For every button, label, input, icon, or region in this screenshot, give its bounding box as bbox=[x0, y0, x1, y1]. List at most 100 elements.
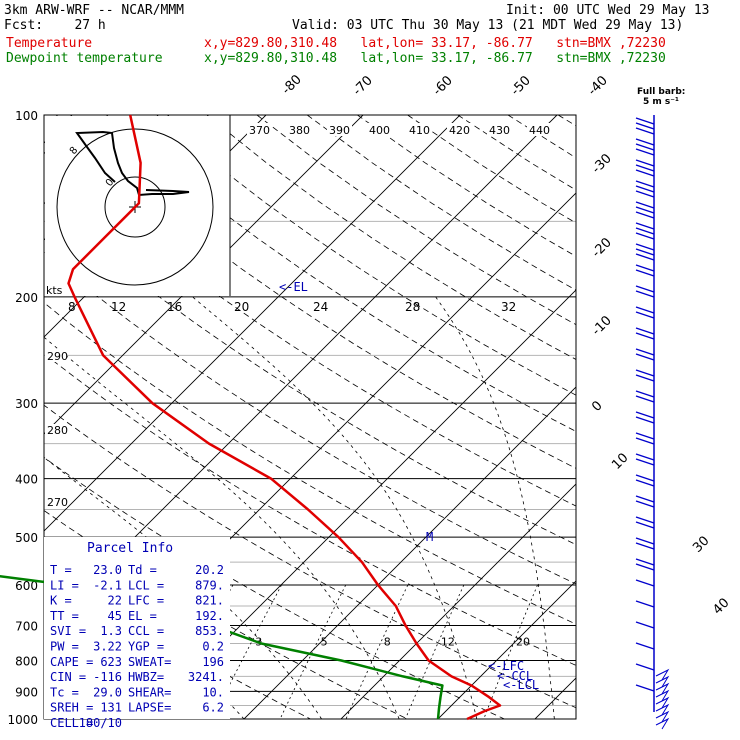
parcel-info-cell: 3241. bbox=[188, 670, 224, 684]
parcel-info-panel bbox=[44, 537, 230, 719]
wind-barb bbox=[635, 369, 655, 377]
parcel-info-cell: LFC = bbox=[128, 594, 164, 608]
hodograph-ring-label: 24 bbox=[313, 300, 328, 314]
theta-label-bg bbox=[367, 123, 392, 136]
dry-adiabat bbox=[407, 115, 576, 224]
hodograph-ring-label: 16 bbox=[167, 300, 182, 314]
isotherm-label: -80 bbox=[279, 72, 305, 98]
parcel-info-cell: CELL = bbox=[50, 716, 93, 730]
wind-barb-low bbox=[655, 703, 670, 716]
wind-barb bbox=[635, 180, 655, 188]
pressure-label: 500 bbox=[15, 531, 38, 545]
pressure-label: 300 bbox=[15, 397, 38, 411]
theta-e-label: 420 bbox=[449, 124, 470, 137]
parcel-info-cell: EL = bbox=[128, 609, 157, 623]
wind-barb bbox=[635, 642, 655, 650]
pressure-label: 800 bbox=[15, 655, 38, 669]
wind-barb bbox=[635, 159, 655, 167]
hodograph-ring-label: 8 bbox=[68, 300, 76, 314]
theta-label-bg bbox=[407, 123, 432, 136]
dewpoint-legend: Dewpoint temperature bbox=[6, 51, 163, 66]
parcel-info-cell: 131 bbox=[100, 701, 122, 715]
barb-legend-line1: Full barb: bbox=[637, 87, 685, 97]
wind-barb bbox=[635, 164, 655, 172]
wind-barb bbox=[635, 122, 655, 130]
parcel-info-cell: 10. bbox=[202, 685, 224, 699]
parcel-info-cell: SHEAR= bbox=[128, 685, 171, 699]
wind-barb bbox=[635, 474, 655, 482]
wind-barb bbox=[635, 222, 655, 230]
parcel-info-cell: 853. bbox=[195, 624, 224, 638]
theta-e-label: 400 bbox=[369, 124, 390, 137]
wind-barb bbox=[635, 211, 655, 219]
wind-barb bbox=[635, 169, 655, 177]
wind-barb bbox=[635, 516, 655, 524]
wind-barb bbox=[635, 269, 655, 277]
parcel-info-cell: 180/10 bbox=[79, 716, 122, 730]
parcel-info-cell: K = bbox=[50, 594, 72, 608]
dry-adiabat bbox=[44, 201, 576, 546]
parcel-info-cell: SVI = bbox=[50, 624, 86, 638]
parcel-annotation: <-LCL bbox=[503, 678, 539, 692]
pressure-label: 600 bbox=[15, 579, 38, 593]
theta-label-bg bbox=[447, 123, 472, 136]
wind-barb-low bbox=[655, 717, 670, 730]
wind-barb bbox=[635, 264, 655, 272]
dry-adiabat bbox=[457, 115, 576, 191]
hodograph-units: kts bbox=[46, 284, 63, 297]
theta-label-bg bbox=[327, 123, 352, 136]
wind-barb bbox=[635, 432, 655, 440]
parcel-info-cell: TT = bbox=[50, 609, 79, 623]
parcel-info-cell: 22 bbox=[108, 594, 122, 608]
adiabat-label-bg bbox=[45, 350, 67, 362]
wind-barb bbox=[635, 332, 655, 340]
temperature-legend: Temperature bbox=[6, 36, 93, 51]
parcel-info-cell: 45 bbox=[108, 609, 122, 623]
wind-barb bbox=[635, 227, 655, 235]
wind-barb bbox=[635, 684, 655, 692]
barb-legend-line2: 5 m s⁻¹ bbox=[643, 97, 679, 107]
isotherm-label: 10 bbox=[609, 451, 631, 473]
wind-barb-low bbox=[655, 675, 670, 688]
parcel-info-cell: 623 bbox=[100, 655, 122, 669]
wind-barb bbox=[635, 206, 655, 214]
wind-barb bbox=[635, 290, 655, 298]
wind-barb bbox=[635, 232, 655, 240]
wind-barb bbox=[635, 353, 655, 361]
parcel-annotation: <-LFC bbox=[488, 659, 524, 673]
parcel-info-cell: Td = bbox=[128, 563, 157, 577]
parcel-info-cell: SWEAT= bbox=[128, 655, 171, 669]
parcel-info-cell: LCL = bbox=[128, 578, 164, 592]
parcel-info-cell: 20.2 bbox=[195, 563, 224, 577]
dry-adiabat bbox=[608, 115, 740, 719]
wind-barb bbox=[635, 253, 655, 261]
wind-barb bbox=[635, 127, 655, 135]
parcel-info-cell: 0.2 bbox=[202, 640, 224, 654]
wind-barb bbox=[635, 600, 655, 608]
wind-barb bbox=[635, 311, 655, 319]
dry-adiabat-label: 280 bbox=[47, 424, 68, 437]
wind-barb bbox=[635, 663, 655, 671]
isotherm-label: -70 bbox=[350, 73, 376, 99]
parcel-info-cell: 192. bbox=[195, 609, 224, 623]
parcel-annotation: M bbox=[426, 530, 433, 544]
isotherm-label: -50 bbox=[508, 73, 534, 99]
parcel-annotation: <-EL bbox=[279, 280, 308, 294]
wind-barb-low bbox=[655, 682, 670, 695]
hodograph-inner-label: 0 bbox=[104, 177, 117, 189]
hodograph-inner-label: 8 bbox=[68, 145, 81, 157]
mixing-ratio-line bbox=[405, 584, 465, 720]
pressure-label: 100 bbox=[15, 109, 38, 123]
dry-adiabat bbox=[44, 302, 576, 625]
wind-barb bbox=[635, 348, 655, 356]
theta-e-label: 430 bbox=[489, 124, 510, 137]
parcel-info-cell: 879. bbox=[195, 578, 224, 592]
parcel-info-cell: -116 bbox=[93, 670, 122, 684]
wind-barb bbox=[635, 479, 655, 487]
hodograph-ring-label: 32 bbox=[501, 300, 516, 314]
mixing-ratio-label: 5 bbox=[321, 635, 328, 648]
isotherm-label: -10 bbox=[589, 313, 615, 339]
parcel-info-cell: CIN = bbox=[50, 670, 86, 684]
wind-barb bbox=[635, 411, 655, 419]
